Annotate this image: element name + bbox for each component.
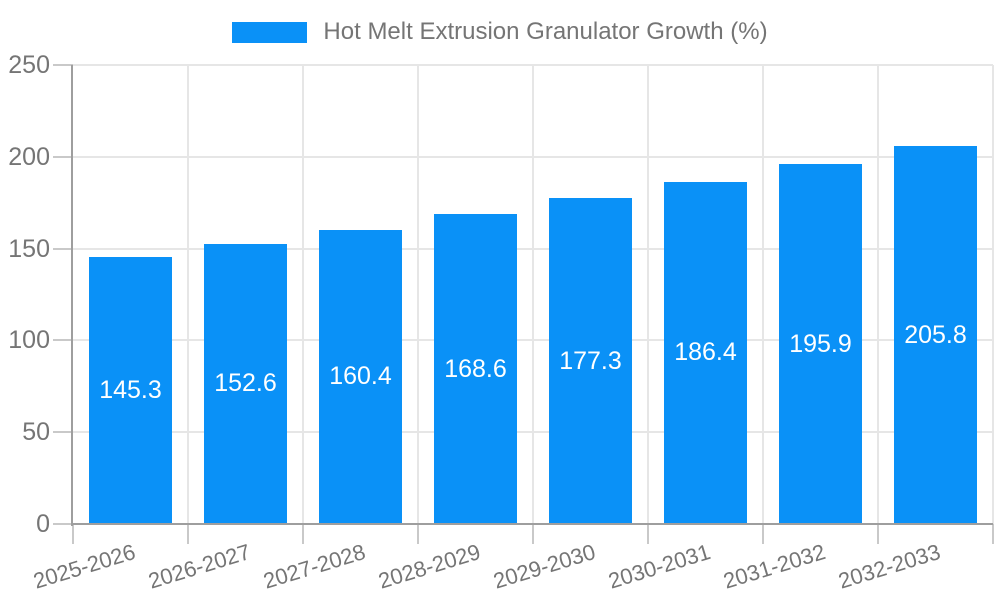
x-tick [877,524,879,544]
y-tick [53,431,73,434]
x-tick [647,524,649,544]
x-tick-label: 2027-2028 [259,539,368,594]
bar: 195.9 [779,164,862,524]
y-tick [53,155,73,158]
x-tick [417,524,419,544]
x-gridline [187,65,189,524]
x-tick-label: 2028-2029 [374,539,483,594]
x-tick [302,524,304,544]
x-tick [992,524,994,544]
y-tick [53,523,73,525]
bar: 186.4 [664,181,747,524]
bar: 145.3 [89,257,172,524]
bar-value-label: 177.3 [559,346,622,375]
x-tick-label: 2029-2030 [489,539,598,594]
x-tick [187,524,189,544]
bar: 168.6 [434,214,517,524]
y-tick-label: 200 [8,142,50,171]
legend-label: Hot Melt Extrusion Granulator Growth (%) [323,18,768,45]
bar: 152.6 [204,243,287,524]
x-gridline [992,65,994,524]
y-tick-label: 250 [8,51,50,79]
x-tick-label: 2032-2033 [834,539,943,594]
x-tick-label: 2026-2027 [144,539,253,594]
y-tick-label: 50 [22,418,50,447]
x-axis-line [71,523,993,525]
x-tick-label: 2030-2031 [604,539,713,594]
bar-value-label: 186.4 [674,338,737,367]
bar: 205.8 [894,146,977,524]
bar-value-label: 145.3 [99,376,162,405]
y-tick-label: 0 [36,510,50,538]
x-tick-label: 2031-2032 [719,539,828,594]
bar-value-label: 195.9 [789,329,852,358]
x-tick [762,524,764,544]
chart-legend: Hot Melt Extrusion Granulator Growth (%) [0,18,1000,46]
bar-value-label: 205.8 [904,320,967,349]
x-gridline [877,65,879,524]
bar-value-label: 152.6 [214,369,277,398]
x-gridline [302,65,304,524]
bar: 177.3 [549,198,632,524]
x-tick [72,524,74,544]
y-tick [53,247,73,250]
bar-value-label: 168.6 [444,354,507,383]
bar-value-label: 160.4 [329,362,392,391]
legend-swatch-icon [232,21,308,43]
x-gridline [647,65,649,524]
bar: 160.4 [319,229,402,524]
y-tick [53,64,73,66]
y-axis-line [71,65,73,526]
y-tick-label: 150 [8,234,50,263]
y-tick [53,339,73,342]
x-tick [532,524,534,544]
y-tick-label: 100 [8,326,50,355]
x-gridline [417,65,419,524]
x-tick-label: 2025-2026 [29,539,138,594]
x-gridline [532,65,534,524]
x-gridline [762,65,764,524]
